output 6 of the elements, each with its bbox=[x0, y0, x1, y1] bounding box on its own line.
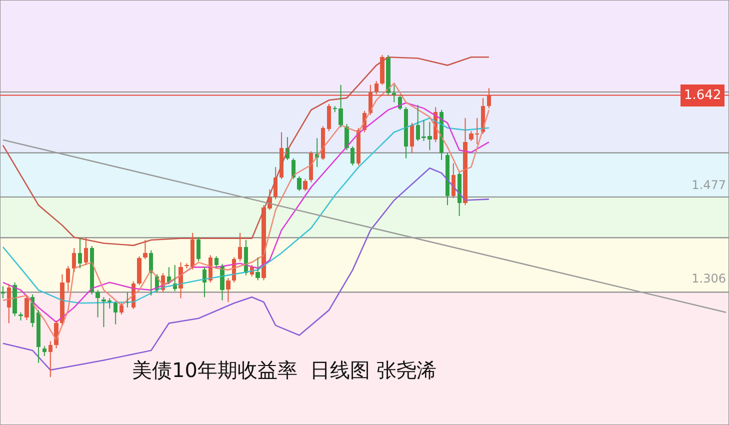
ref-line-label: 1.642 bbox=[684, 88, 722, 103]
text: 美债10年期收益率 日线图 张尧浠 bbox=[132, 358, 437, 382]
y-tick-label: 1.477 bbox=[692, 178, 726, 192]
candlestick bbox=[0, 286, 6, 299]
line-series bbox=[2, 56, 490, 246]
y-tick-label: 1.306 bbox=[692, 271, 726, 286]
